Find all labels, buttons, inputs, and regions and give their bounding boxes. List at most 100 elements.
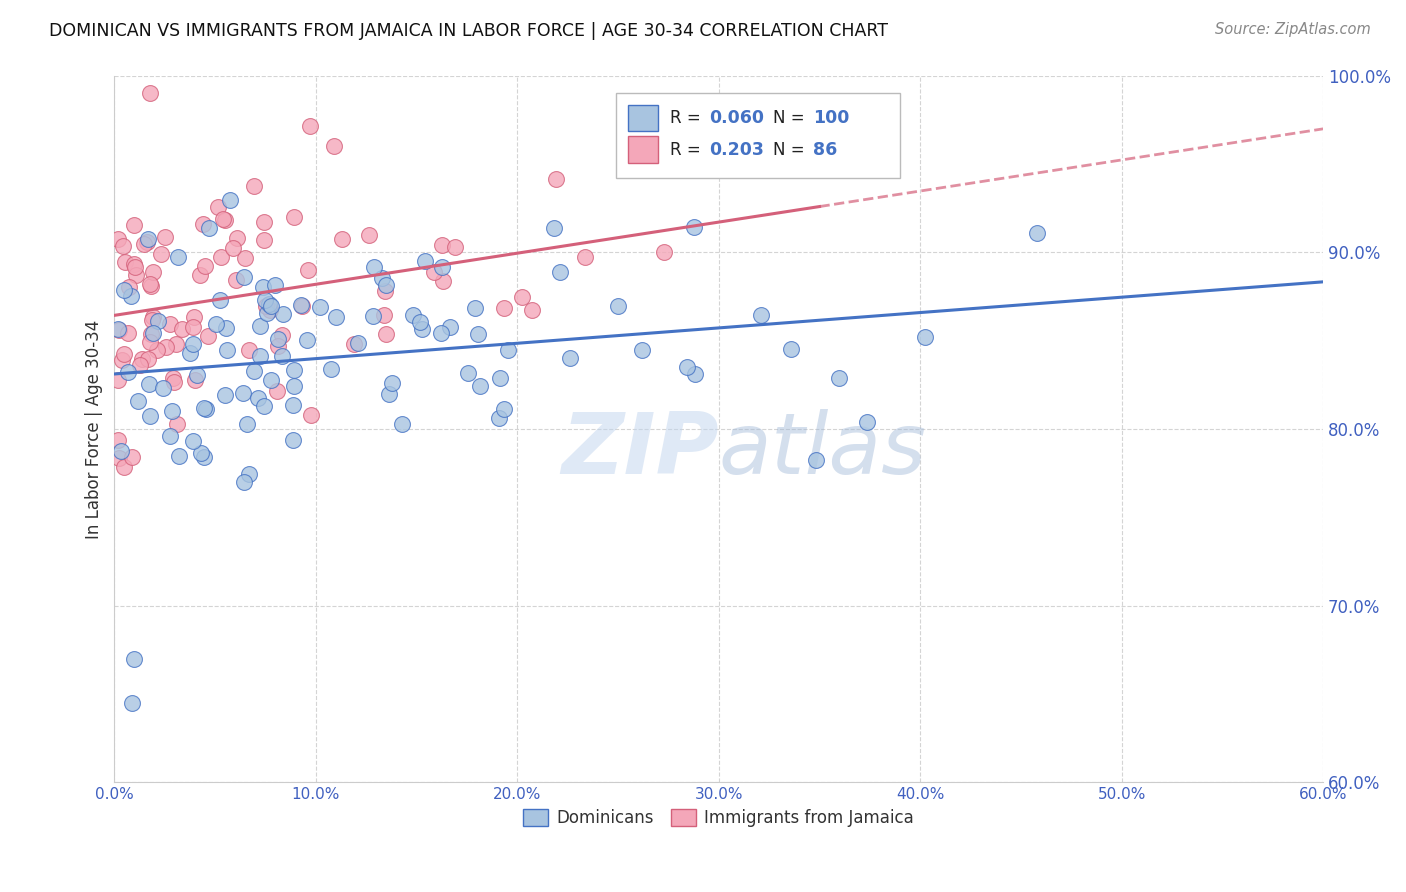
Point	[172, 322, 194, 336]
Text: 0.203: 0.203	[709, 141, 763, 159]
Point	[330, 232, 353, 246]
Point	[249, 319, 271, 334]
Point	[181, 336, 204, 351]
Point	[363, 260, 385, 275]
Point	[114, 254, 136, 268]
Point	[299, 408, 322, 422]
Point	[139, 277, 162, 292]
Point	[183, 320, 205, 334]
Point	[283, 210, 305, 224]
Point	[546, 171, 568, 186]
Point	[375, 277, 398, 292]
Point	[295, 333, 318, 347]
Point	[804, 453, 827, 467]
Point	[124, 260, 146, 274]
Point	[264, 278, 287, 293]
Point	[142, 310, 165, 325]
Point	[214, 388, 236, 402]
Point	[676, 359, 699, 374]
Point	[432, 274, 454, 288]
Point	[259, 300, 281, 314]
Point	[152, 381, 174, 395]
Point	[190, 446, 212, 460]
Point	[142, 264, 165, 278]
Point	[283, 363, 305, 377]
Point	[219, 194, 242, 208]
Point	[373, 308, 395, 322]
Point	[146, 343, 169, 357]
Point	[252, 279, 274, 293]
Point	[249, 349, 271, 363]
Point	[359, 227, 381, 242]
Point	[179, 346, 201, 360]
Point	[128, 358, 150, 372]
Point	[238, 467, 260, 482]
Point	[212, 212, 235, 227]
Point	[828, 370, 851, 384]
Point	[253, 399, 276, 413]
Point	[226, 231, 249, 245]
Point	[138, 377, 160, 392]
Point	[430, 237, 453, 252]
Point	[142, 326, 165, 341]
Point	[121, 450, 143, 465]
Point	[374, 284, 396, 298]
Point	[370, 271, 392, 285]
Point	[1026, 226, 1049, 240]
Point	[423, 264, 446, 278]
Point	[322, 138, 344, 153]
Point	[271, 307, 294, 321]
Point	[167, 449, 190, 463]
Text: N =: N =	[773, 141, 810, 159]
Point	[488, 371, 510, 385]
Point	[780, 343, 803, 357]
Point	[107, 232, 129, 246]
Point	[457, 366, 479, 380]
Point	[139, 86, 162, 100]
Point	[494, 301, 516, 315]
Point	[162, 371, 184, 385]
Point	[188, 268, 211, 283]
Point	[297, 263, 319, 277]
Point	[271, 349, 294, 363]
Bar	[628, 104, 658, 131]
Point	[430, 260, 453, 274]
Legend: Dominicans, Immigrants from Jamaica: Dominicans, Immigrants from Jamaica	[517, 803, 921, 834]
Point	[197, 328, 219, 343]
Point	[112, 346, 135, 360]
Point	[260, 373, 283, 387]
Point	[120, 288, 142, 302]
Point	[209, 250, 232, 264]
Point	[652, 244, 675, 259]
Point	[191, 217, 214, 231]
Point	[114, 283, 136, 297]
Point	[127, 394, 149, 409]
Point	[205, 318, 228, 332]
Point	[207, 201, 229, 215]
Point	[391, 417, 413, 431]
Point	[141, 313, 163, 327]
Point	[309, 300, 332, 314]
Point	[131, 351, 153, 366]
Point	[325, 310, 347, 324]
Point	[165, 337, 187, 351]
Point	[855, 415, 877, 429]
Text: atlas: atlas	[718, 409, 927, 491]
Point	[138, 334, 160, 349]
Point	[193, 450, 215, 464]
Point	[112, 459, 135, 474]
Point	[243, 364, 266, 378]
Point	[107, 450, 129, 465]
Point	[155, 340, 177, 354]
Text: ZIP: ZIP	[561, 409, 718, 491]
Point	[138, 231, 160, 245]
Point	[183, 373, 205, 387]
Point	[214, 213, 236, 227]
Point	[122, 651, 145, 665]
Point	[363, 309, 385, 323]
Point	[166, 417, 188, 431]
Point	[409, 315, 432, 329]
Point	[254, 299, 277, 313]
Point	[117, 326, 139, 341]
Point	[125, 268, 148, 283]
